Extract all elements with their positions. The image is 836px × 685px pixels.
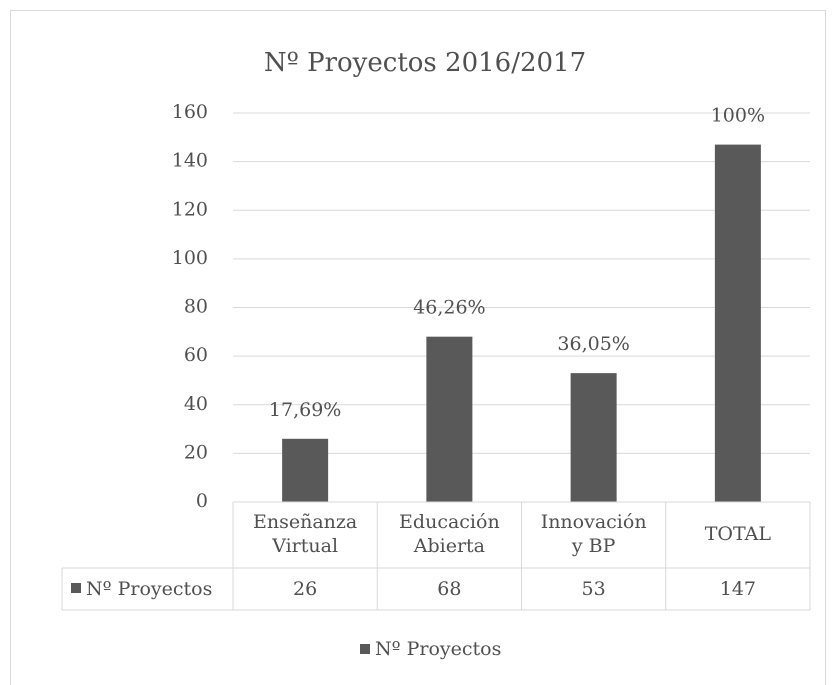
y-tick-label: 80: [184, 296, 208, 318]
table-series-name: Nº Proyectos: [86, 578, 212, 600]
x-tick-label: Virtual: [271, 535, 338, 557]
table-value: 68: [437, 578, 461, 600]
x-tick-label: TOTAL: [705, 523, 772, 545]
y-tick-label: 120: [172, 198, 208, 220]
y-tick-label: 60: [184, 344, 208, 366]
chart-border: [10, 10, 826, 685]
table-value: 53: [582, 578, 606, 600]
y-tick-label: 140: [172, 150, 208, 172]
y-tick-label: 20: [184, 441, 208, 463]
table-value: 26: [293, 578, 317, 600]
y-tick-label: 160: [172, 101, 208, 123]
table-legend-key: [71, 583, 81, 593]
y-tick-label: 0: [196, 490, 208, 512]
y-tick-label: 100: [172, 247, 208, 269]
bar: [426, 336, 473, 502]
x-tick-label: Enseñanza: [253, 511, 357, 533]
data-label: 17,69%: [269, 399, 341, 421]
table-value: 147: [720, 578, 756, 600]
bar: [714, 144, 761, 502]
legend-key: [360, 644, 370, 654]
legend-label: Nº Proyectos: [375, 638, 501, 660]
data-label: 46,26%: [413, 297, 485, 319]
y-tick-label: 40: [184, 393, 208, 415]
x-tick-label: Innovación: [541, 511, 647, 533]
x-tick-label: Educación: [399, 511, 500, 533]
x-tick-label: y BP: [571, 535, 616, 557]
bar: [282, 438, 329, 502]
data-label: 36,05%: [557, 333, 629, 355]
bar: [570, 373, 617, 502]
data-label: 100%: [711, 105, 765, 127]
x-tick-label: Abierta: [413, 535, 485, 557]
chart-title: Nº Proyectos 2016/2017: [264, 48, 586, 78]
